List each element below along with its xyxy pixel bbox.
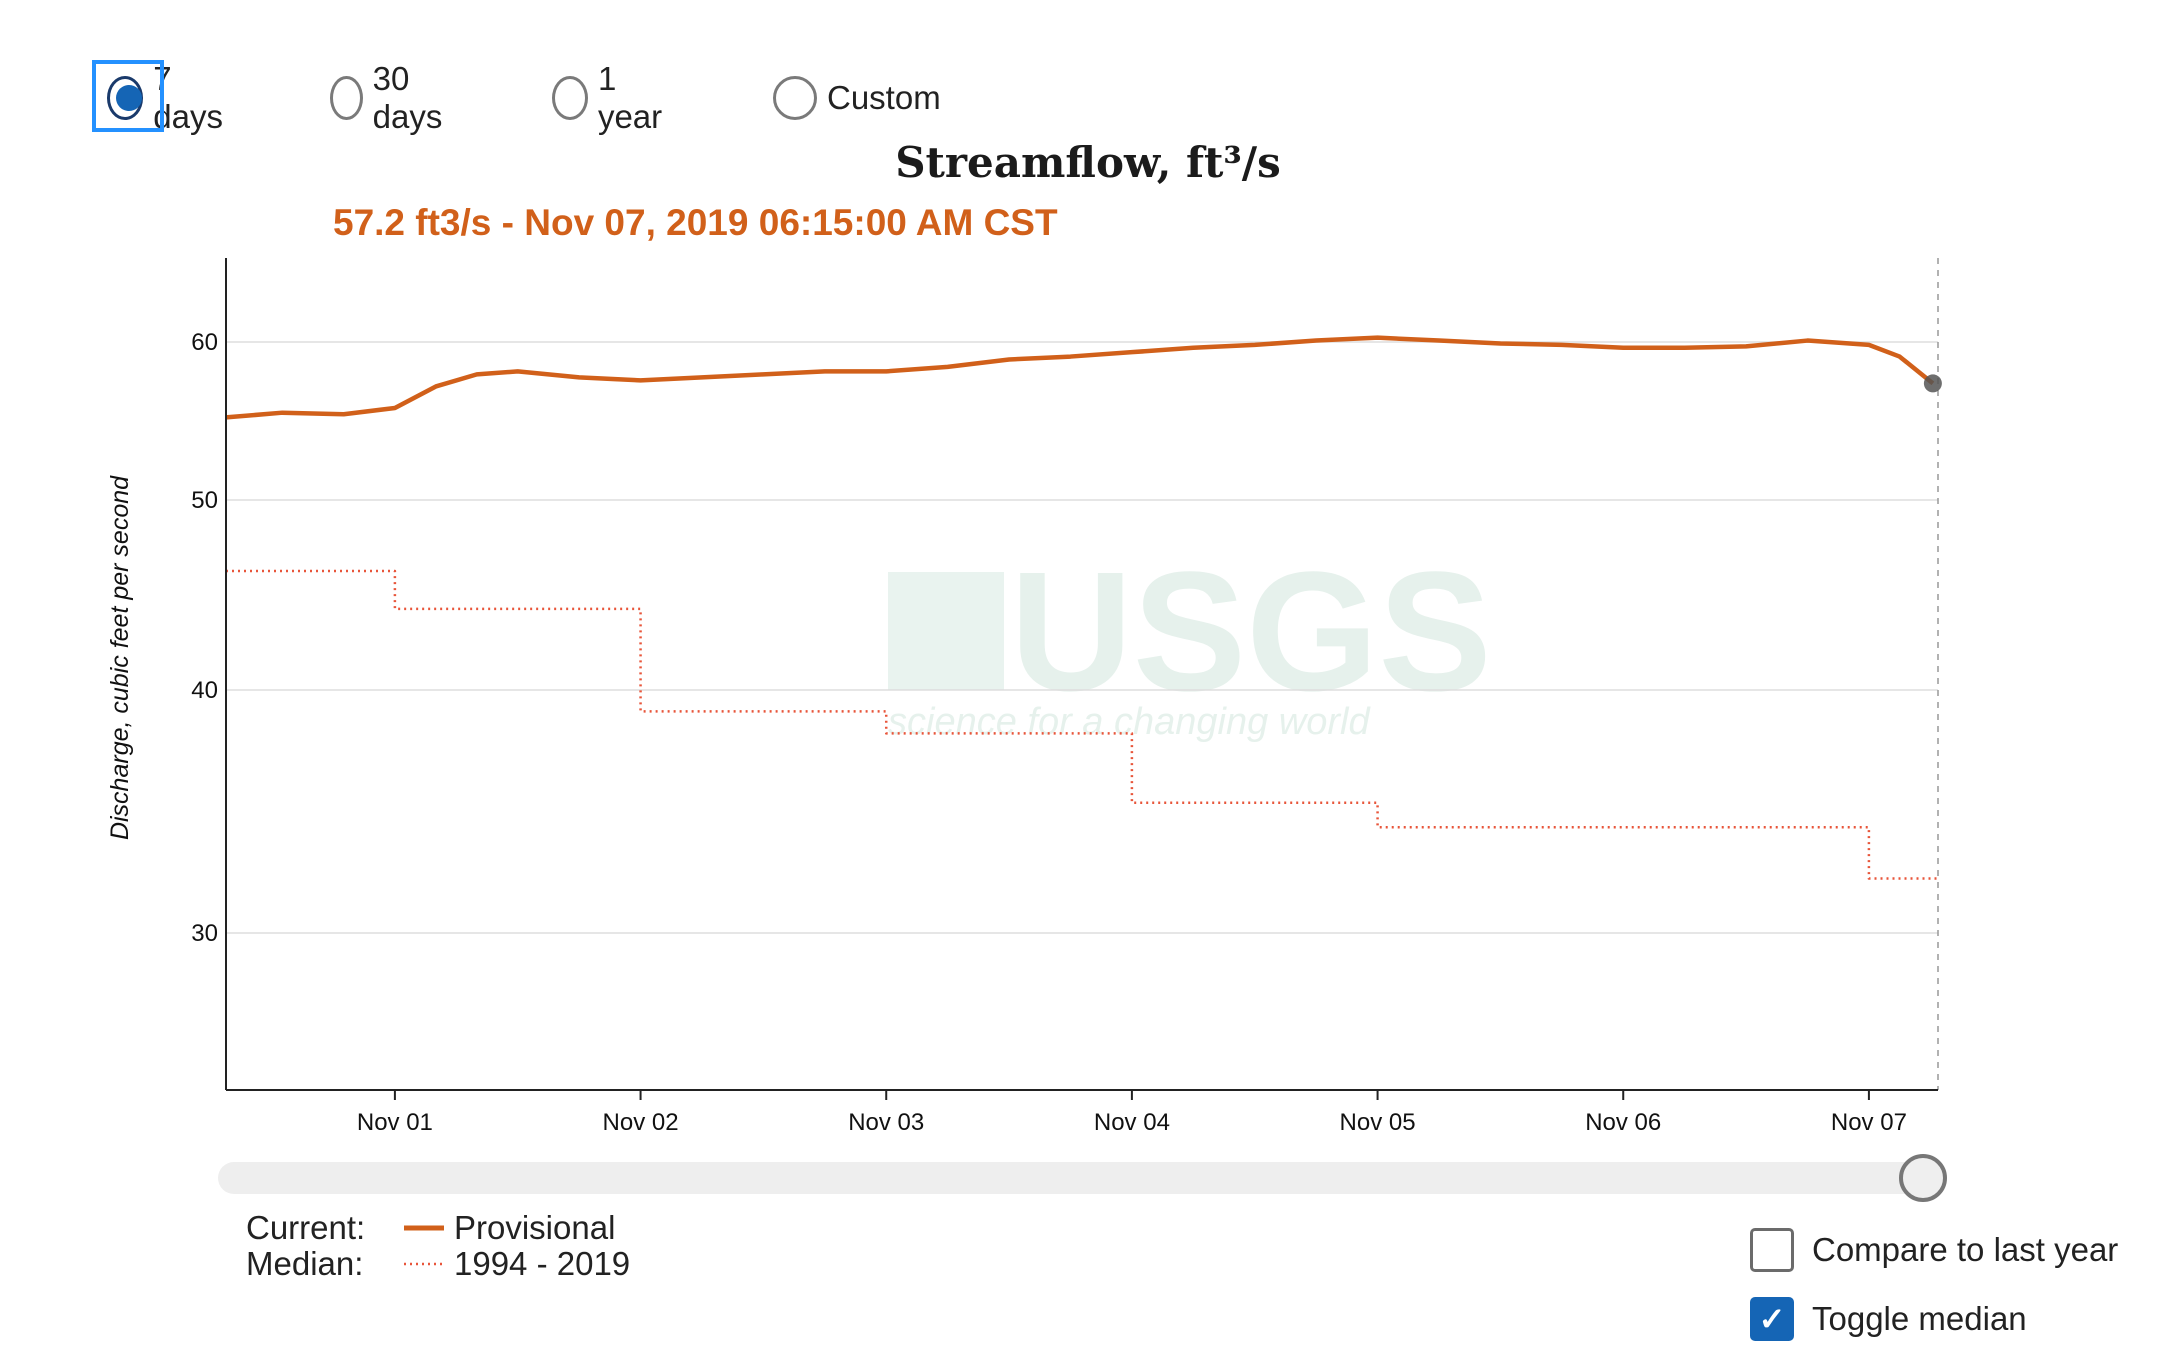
radio-label: 30 days (372, 60, 443, 135)
x-tick-label: Nov 01 (357, 1109, 433, 1136)
radio-button-icon[interactable] (773, 76, 817, 120)
hover-tooltip-text: 57.2 ft3/s - Nov 07, 2019 06:15:00 AM CS… (333, 202, 1058, 243)
radio-button-icon[interactable] (330, 76, 363, 120)
radio-1-year[interactable]: 1 year (552, 60, 670, 136)
legend-current: Current: Provisional (246, 1210, 630, 1246)
focus-ring (92, 60, 164, 132)
compare-label: Compare to last year (1812, 1231, 2119, 1268)
radio-button-icon[interactable] (107, 76, 144, 120)
current-value-point (1923, 374, 1942, 393)
legend: Current: Provisional Median: 1994 - 2019 (246, 1210, 630, 1282)
checkbox-checked-icon[interactable]: ✓ (1750, 1297, 1794, 1341)
radio-button-icon[interactable] (552, 76, 588, 120)
legend-median-label: 1994 - 2019 (454, 1245, 631, 1282)
legend-median: Median: 1994 - 2019 (246, 1246, 630, 1282)
y-tick-label: 40 (191, 677, 218, 704)
x-tick-label: Nov 03 (848, 1109, 924, 1136)
radio-label: 1 year (597, 60, 663, 135)
radio-label: 7 days (153, 60, 223, 135)
toggle-median-checkbox[interactable]: ✓ Toggle median (1750, 1297, 2027, 1341)
watermark-tagline: science for a changing world (888, 701, 1371, 743)
x-tick-label: Nov 02 (603, 1109, 679, 1136)
solid-line-icon (404, 1225, 444, 1231)
x-tick-label: Nov 07 (1831, 1109, 1907, 1136)
axes: 30 40 50 60 Nov 01 Nov 02 Nov 03 Nov 04 Nov 05 No… (191, 258, 1938, 1136)
compare-last-year-checkbox[interactable]: Compare to last year (1750, 1228, 2118, 1272)
y-tick-label: 60 (191, 329, 218, 356)
series-layer (225, 335, 1942, 880)
legend-current-key: Current: (246, 1209, 366, 1246)
x-tick-label: Nov 05 (1340, 1109, 1416, 1136)
toggle-median-label: Toggle median (1812, 1300, 2027, 1337)
dotted-line-icon (404, 1262, 444, 1266)
y-tick-label: 30 (191, 920, 218, 947)
x-tick-label: Nov 04 (1094, 1109, 1170, 1136)
legend-current-label: Provisional (454, 1209, 616, 1246)
series-line-median (226, 569, 1938, 880)
series-line-provisional (225, 335, 1935, 420)
radio-30-days[interactable]: 30 days (330, 60, 454, 136)
legend-median-key: Median: (246, 1245, 364, 1282)
watermark-wave-icon (888, 572, 1004, 690)
radio-custom[interactable]: Custom (773, 60, 941, 136)
radio-label: Custom (827, 79, 941, 116)
y-axis-label: Discharge, cubic feet per second (106, 475, 134, 840)
chart-title: Streamflow, ft³/s (895, 138, 1281, 187)
brush-handle[interactable] (1899, 1154, 1947, 1202)
y-tick-label: 50 (191, 487, 218, 514)
watermark-usgs-text: USGS (1010, 537, 1492, 727)
radio-7-days[interactable]: 7 days (92, 60, 231, 136)
brush-track[interactable] (218, 1162, 1924, 1194)
time-brush (218, 1154, 1947, 1202)
checkbox-unchecked-icon[interactable] (1750, 1228, 1794, 1272)
grid-lines (226, 258, 1939, 1090)
x-tick-label: Nov 06 (1585, 1109, 1661, 1136)
